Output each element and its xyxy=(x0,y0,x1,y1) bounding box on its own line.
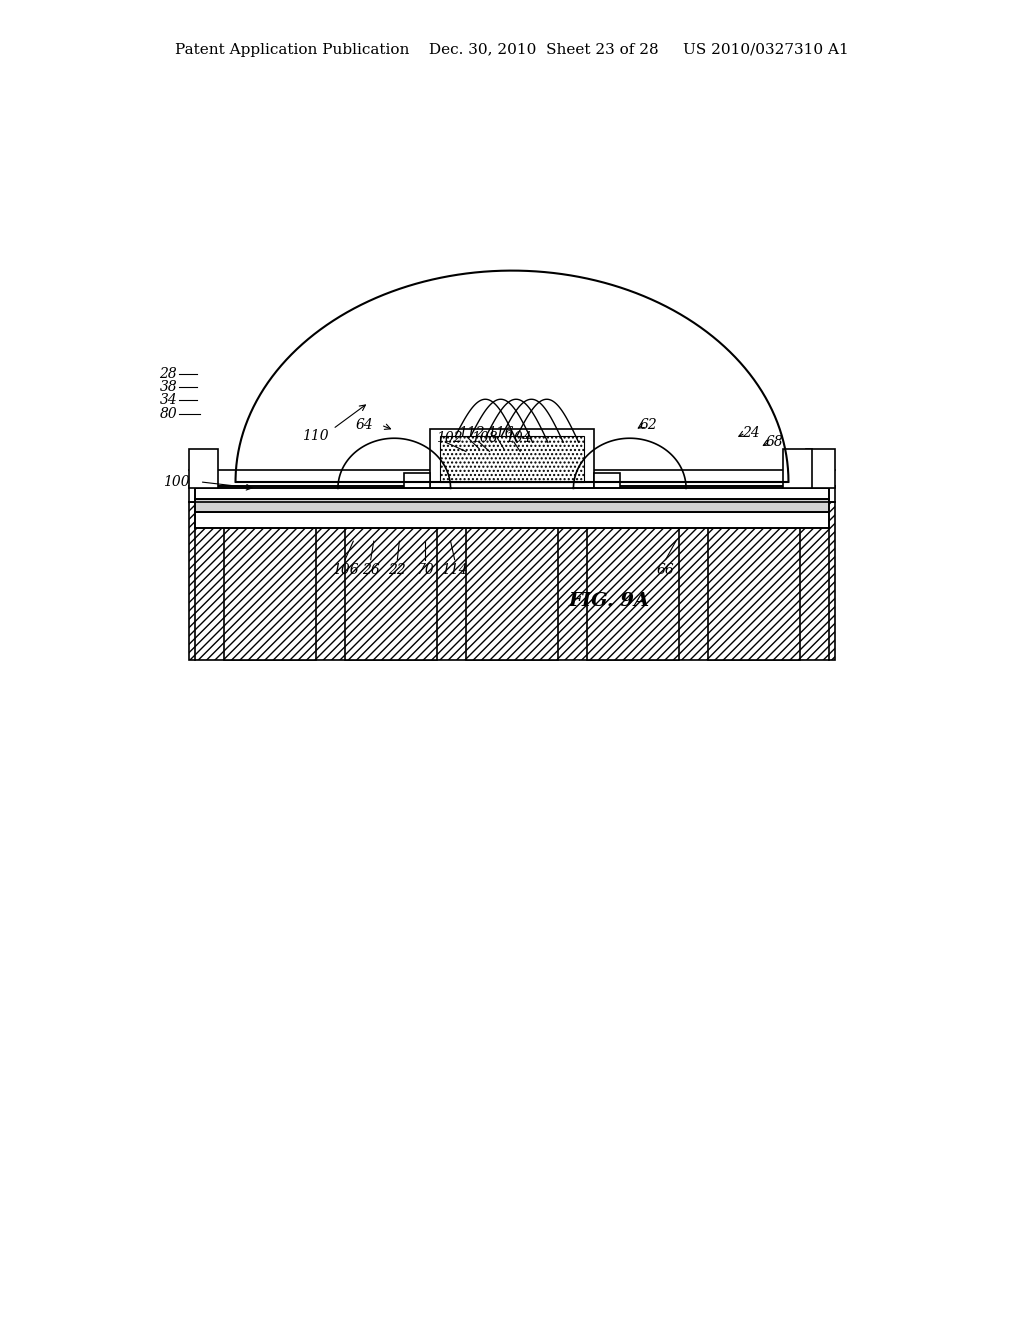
FancyBboxPatch shape xyxy=(189,486,835,502)
FancyBboxPatch shape xyxy=(189,449,218,488)
Text: 100: 100 xyxy=(163,475,189,488)
Text: 80: 80 xyxy=(160,408,177,421)
FancyBboxPatch shape xyxy=(783,449,812,488)
Text: 62: 62 xyxy=(640,418,657,432)
FancyBboxPatch shape xyxy=(587,528,679,660)
Text: 24: 24 xyxy=(742,426,760,440)
Text: 68: 68 xyxy=(766,436,783,449)
Text: 112: 112 xyxy=(458,426,484,440)
Text: 22: 22 xyxy=(388,564,407,577)
Text: 116: 116 xyxy=(487,426,514,440)
Text: 66: 66 xyxy=(656,564,675,577)
Text: 70: 70 xyxy=(416,564,434,577)
Text: 64: 64 xyxy=(356,418,374,432)
FancyBboxPatch shape xyxy=(189,502,835,660)
FancyBboxPatch shape xyxy=(195,488,829,499)
FancyBboxPatch shape xyxy=(709,528,801,660)
Text: 38: 38 xyxy=(160,380,177,393)
FancyBboxPatch shape xyxy=(195,512,829,528)
Text: 106: 106 xyxy=(332,564,358,577)
FancyBboxPatch shape xyxy=(806,449,835,488)
FancyBboxPatch shape xyxy=(345,528,437,660)
FancyBboxPatch shape xyxy=(440,436,584,482)
Text: 28: 28 xyxy=(160,367,177,380)
Text: 110: 110 xyxy=(302,429,329,442)
Text: FIG. 9A: FIG. 9A xyxy=(568,591,650,610)
Text: Patent Application Publication    Dec. 30, 2010  Sheet 23 of 28     US 2010/0327: Patent Application Publication Dec. 30, … xyxy=(175,44,849,57)
Text: 26: 26 xyxy=(361,564,380,577)
Text: 114: 114 xyxy=(441,564,468,577)
FancyBboxPatch shape xyxy=(430,429,594,488)
Text: 108: 108 xyxy=(471,432,498,445)
FancyBboxPatch shape xyxy=(223,528,315,660)
FancyBboxPatch shape xyxy=(195,499,829,512)
Text: 104: 104 xyxy=(505,432,531,445)
FancyBboxPatch shape xyxy=(466,528,558,660)
Text: 102: 102 xyxy=(436,432,463,445)
Text: 34: 34 xyxy=(160,393,177,407)
FancyBboxPatch shape xyxy=(404,473,430,488)
FancyBboxPatch shape xyxy=(594,473,620,488)
